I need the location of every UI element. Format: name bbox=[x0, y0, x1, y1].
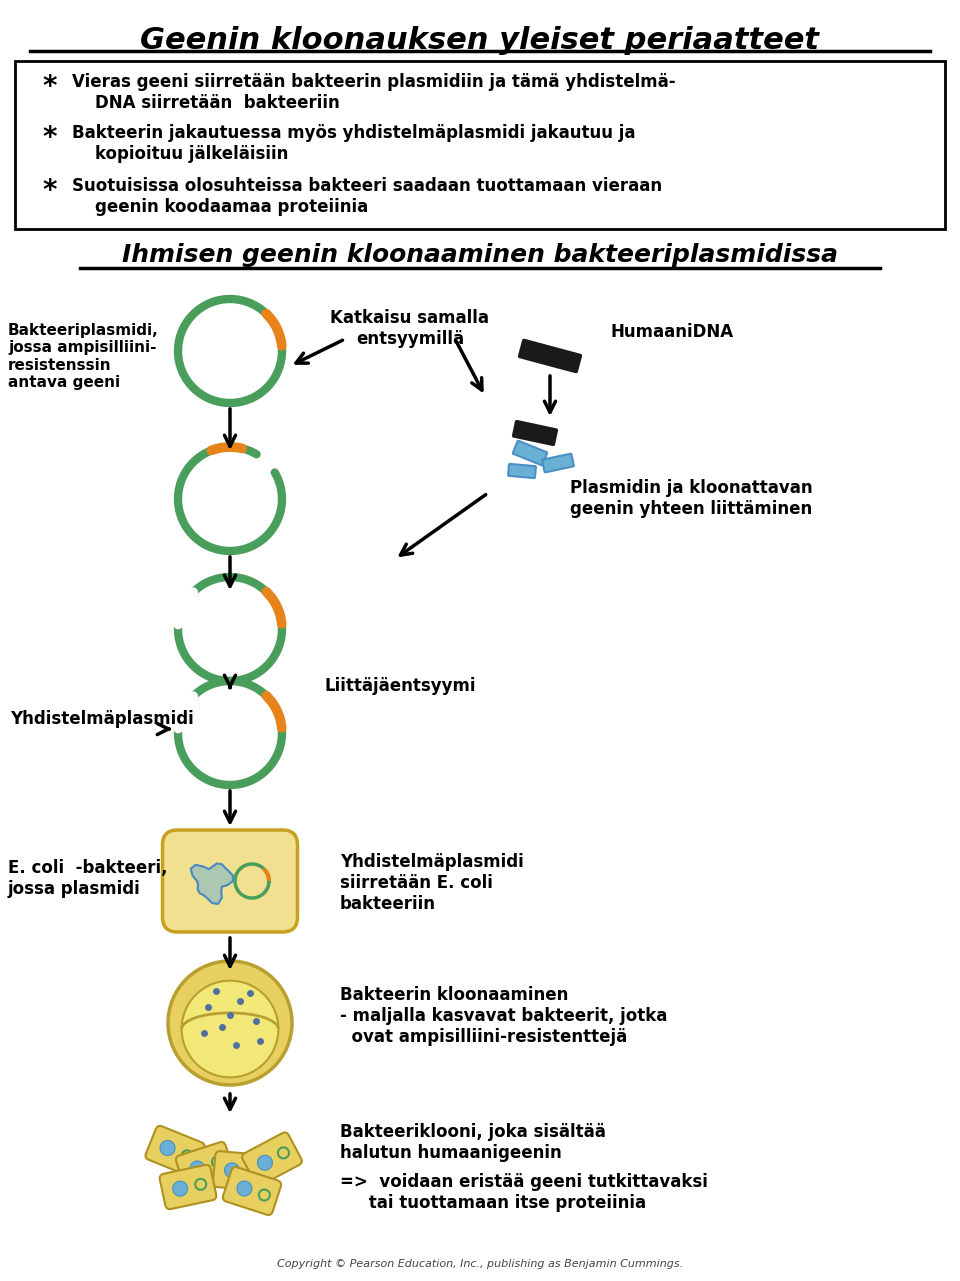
Circle shape bbox=[168, 961, 292, 1085]
Text: Plasmidin ja kloonattavan
geenin yhteen liittäminen: Plasmidin ja kloonattavan geenin yhteen … bbox=[570, 479, 812, 518]
FancyBboxPatch shape bbox=[508, 464, 536, 478]
Text: Ihmisen geenin kloonaaminen bakteeriplasmidissa: Ihmisen geenin kloonaaminen bakteeriplas… bbox=[122, 243, 838, 266]
Text: *: * bbox=[42, 73, 57, 101]
Text: Bakteerin jakautuessa myös yhdistelmäplasmidi jakautuu ja
    kopioituu jälkeläi: Bakteerin jakautuessa myös yhdistelmäpla… bbox=[72, 124, 636, 163]
Text: *: * bbox=[42, 177, 57, 205]
Text: *: * bbox=[42, 124, 57, 152]
FancyBboxPatch shape bbox=[213, 1152, 267, 1191]
Text: =>  voidaan eristää geeni tutkittavaksi
     tai tuottamaan itse proteiinia: => voidaan eristää geeni tutkittavaksi t… bbox=[340, 1173, 708, 1212]
Text: Suotuisissa olosuhteissa bakteeri saadaan tuottamaan vieraan
    geenin koodaama: Suotuisissa olosuhteissa bakteeri saadaa… bbox=[72, 177, 662, 215]
Polygon shape bbox=[190, 1161, 204, 1176]
Polygon shape bbox=[191, 863, 233, 904]
Text: Geenin kloonauksen yleiset periaatteet: Geenin kloonauksen yleiset periaatteet bbox=[140, 26, 820, 55]
Text: Bakteeriklooni, joka sisältää
halutun humaanigeenin: Bakteeriklooni, joka sisältää halutun hu… bbox=[340, 1123, 606, 1162]
Polygon shape bbox=[160, 1140, 175, 1155]
Text: Yhdistelmäplasmidi: Yhdistelmäplasmidi bbox=[10, 710, 194, 728]
Text: Copyright © Pearson Education, Inc., publishing as Benjamin Cummings.: Copyright © Pearson Education, Inc., pub… bbox=[276, 1259, 684, 1269]
Circle shape bbox=[181, 981, 278, 1077]
Text: HumaaniDNA: HumaaniDNA bbox=[610, 323, 733, 341]
Text: E. coli  -bakteeri,
jossa plasmidi: E. coli -bakteeri, jossa plasmidi bbox=[8, 860, 167, 898]
FancyBboxPatch shape bbox=[15, 61, 945, 229]
FancyBboxPatch shape bbox=[223, 1167, 281, 1214]
Text: Katkaisu samalla
entsyymillä: Katkaisu samalla entsyymillä bbox=[330, 309, 490, 348]
Text: Liittäjäentsyymi: Liittäjäentsyymi bbox=[325, 676, 476, 696]
FancyBboxPatch shape bbox=[162, 830, 298, 933]
FancyBboxPatch shape bbox=[513, 441, 547, 465]
Polygon shape bbox=[173, 1181, 187, 1196]
FancyBboxPatch shape bbox=[542, 453, 574, 473]
Text: Yhdistelmäplasmidi
siirretään E. coli
bakteeriin: Yhdistelmäplasmidi siirretään E. coli ba… bbox=[340, 853, 524, 912]
FancyBboxPatch shape bbox=[146, 1126, 204, 1176]
Polygon shape bbox=[237, 1181, 252, 1196]
Text: Bakteerin kloonaaminen
- maljalla kasvavat bakteerit, jotka
  ovat ampisilliini-: Bakteerin kloonaaminen - maljalla kasvav… bbox=[340, 986, 667, 1045]
Text: Vieras geeni siirretään bakteerin plasmidiin ja tämä yhdistelmä-
    DNA siirret: Vieras geeni siirretään bakteerin plasmi… bbox=[72, 73, 676, 111]
FancyBboxPatch shape bbox=[159, 1164, 216, 1209]
FancyBboxPatch shape bbox=[519, 339, 581, 373]
Text: Bakteeriplasmidi,
jossa ampisilliini-
resistenssin
antava geeni: Bakteeriplasmidi, jossa ampisilliini- re… bbox=[8, 323, 158, 391]
FancyBboxPatch shape bbox=[513, 421, 557, 445]
FancyBboxPatch shape bbox=[176, 1143, 234, 1190]
Polygon shape bbox=[257, 1155, 273, 1171]
FancyBboxPatch shape bbox=[242, 1132, 301, 1186]
Polygon shape bbox=[225, 1163, 239, 1177]
